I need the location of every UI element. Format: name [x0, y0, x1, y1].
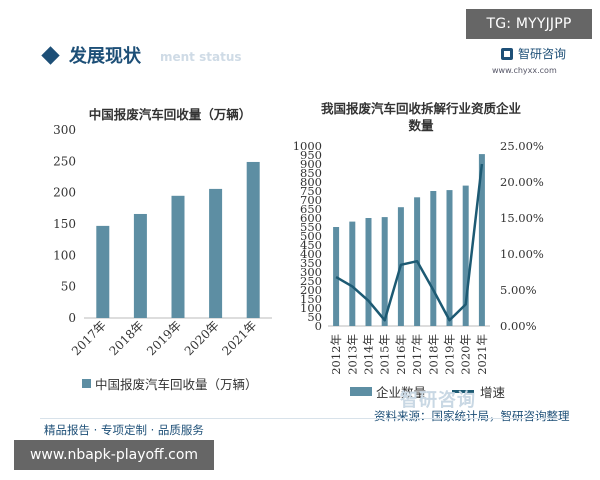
chart2-y-left-tick: 100 [300, 301, 322, 315]
chart1-legend-label: 中国报废汽车回收量（万辆） [95, 377, 258, 392]
overlay-tag: TG: MYYJJPP [466, 9, 592, 39]
chart2-legend-line-label: 增速 [480, 385, 506, 400]
chart2-x-tick: 2020年 [459, 334, 473, 375]
chart1-y-tick: 50 [61, 280, 76, 294]
chart2-y-left-tick: 500 [300, 229, 322, 243]
chart2-y-right-tick: 25.00% [500, 139, 544, 153]
chart2-bar [365, 218, 372, 326]
chart1-y-tick: 200 [53, 186, 76, 200]
chart2-bar [333, 227, 340, 326]
chart2-bar [462, 185, 469, 326]
chart2-y-left-tick: 300 [300, 265, 322, 279]
chart2-y-left-tick: 450 [300, 238, 322, 252]
overlay-url: www.nbapk-playoff.com [14, 440, 214, 470]
chart2-growth-line [335, 163, 484, 322]
chart2-y-right-tick: 20.00% [500, 175, 544, 189]
chart2-x-tick: 2012年 [329, 334, 343, 375]
chart2-y-left-tick: 800 [300, 175, 322, 189]
chart2-y-left-tick: 700 [300, 193, 322, 207]
chart2-x-tick: 2014年 [362, 334, 376, 375]
brand-url: www.chyxx.com [492, 66, 557, 75]
chart2-title: 我国报废汽车回收拆解行业资质企业数量 [320, 101, 521, 133]
section-subtitle: ment status [160, 50, 242, 64]
chart2-y-left-tick: 600 [300, 211, 322, 225]
chart2-y-left-tick: 0 [315, 319, 322, 333]
brand-name: 智研咨询 [518, 47, 567, 61]
chart1-y-tick: 100 [53, 248, 76, 262]
chart1-y-tick: 300 [53, 123, 76, 137]
footer-divider [40, 418, 560, 419]
section-title: 发展现状 [69, 46, 141, 67]
chart2-y-left-tick: 50 [307, 310, 322, 324]
legend-line-swatch [452, 390, 475, 393]
chart2-y-left-tick: 250 [300, 274, 322, 288]
chart2-x-tick: 2016年 [394, 334, 408, 375]
chart2-y-left-tick: 750 [300, 184, 322, 198]
chart2-y-right-tick: 15.00% [500, 211, 544, 225]
chart1-title: 中国报废汽车回收量（万辆） [88, 107, 252, 122]
chart2-y-left-tick: 400 [300, 247, 322, 261]
chart2-y-left-tick: 200 [300, 283, 322, 297]
chart1-y-tick: 150 [53, 217, 76, 231]
chart1-bar [133, 213, 147, 318]
chart2-y-left-tick: 550 [300, 220, 322, 234]
chart2-y-left-tick: 1000 [293, 139, 322, 153]
source-text: 资料来源：国家统计局，智研咨询整理 [374, 409, 570, 423]
chart2-bar [381, 217, 388, 326]
chart2-y-left-tick: 150 [300, 292, 322, 306]
chart2-y-right-tick: 10.00% [500, 247, 544, 261]
chart2-y-right-tick: 5.00% [500, 283, 537, 297]
chart2-x-tick: 2017年 [410, 334, 424, 375]
chart2-y-left-tick: 350 [300, 256, 322, 270]
chart2-legend-bar-label: 企业数量 [376, 385, 427, 400]
chart2-bar [478, 154, 485, 326]
chart1-y-tick: 0 [68, 311, 76, 325]
chart2-y-left-tick: 950 [300, 148, 322, 162]
chart2-bar [446, 190, 453, 326]
chart2-x-tick: 2015年 [378, 334, 392, 375]
brand-watermark: 智研咨询 [400, 390, 476, 411]
brand-icon [501, 47, 513, 60]
chart1-bar [209, 188, 223, 318]
chart1-legend: 中国报废汽车回收量（万辆） [82, 374, 258, 393]
chart2-x-tick: 2019年 [443, 334, 457, 375]
chart2-y-left-tick: 650 [300, 202, 322, 216]
chart1-bar [246, 161, 260, 318]
brand-logo: 智研咨询 [500, 45, 566, 62]
legend-bar-swatch [82, 379, 91, 388]
chart2-y-right-tick: 0.00% [500, 319, 537, 333]
chart2-x-tick: 2021年 [475, 334, 489, 375]
chart2-y-left-tick: 900 [300, 157, 322, 171]
chart2-bar [430, 191, 437, 326]
chart2-y-left-tick: 850 [300, 166, 322, 180]
footer-text: 精品报告 · 专项定制 · 品质服务 [44, 423, 204, 437]
chart1-y-tick: 250 [53, 154, 76, 168]
chart2-x-tick: 2013年 [345, 334, 359, 375]
section-header: 发展现状 [41, 41, 141, 69]
legend-bar-swatch [350, 387, 372, 396]
chart2-x-tick: 2018年 [426, 334, 440, 375]
chart1-bar [96, 225, 110, 318]
chart2-legend: 企业数量 增速 [350, 382, 505, 401]
chart1-bar [171, 195, 185, 318]
chart2-bar [349, 221, 356, 326]
